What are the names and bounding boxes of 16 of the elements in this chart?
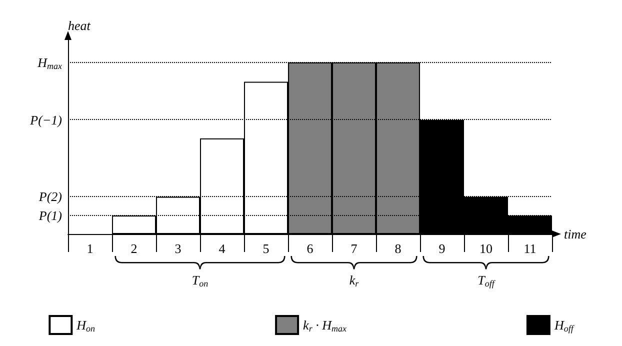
x-tick-label: 8 (394, 241, 402, 256)
x-tick-label: 10 (480, 241, 492, 256)
x-tick-label: 11 (524, 241, 536, 256)
x-axis-title: time (564, 226, 587, 242)
x-tick-label: 6 (306, 241, 314, 256)
x-tick-label: 4 (218, 241, 226, 256)
ref-line-label: P(−1) (29, 112, 62, 128)
ref-line-label: P(1) (38, 208, 62, 223)
x-tick-label: 1 (86, 241, 94, 256)
x-tick-label: 2 (130, 241, 138, 256)
ref-line-label: P(2) (38, 189, 62, 204)
x-tick-label: 5 (262, 241, 270, 256)
x-tick-label: 9 (438, 241, 446, 256)
x-tick-label: 3 (174, 241, 182, 256)
y-axis-title: heat (68, 18, 91, 33)
x-tick-label: 7 (350, 241, 358, 256)
